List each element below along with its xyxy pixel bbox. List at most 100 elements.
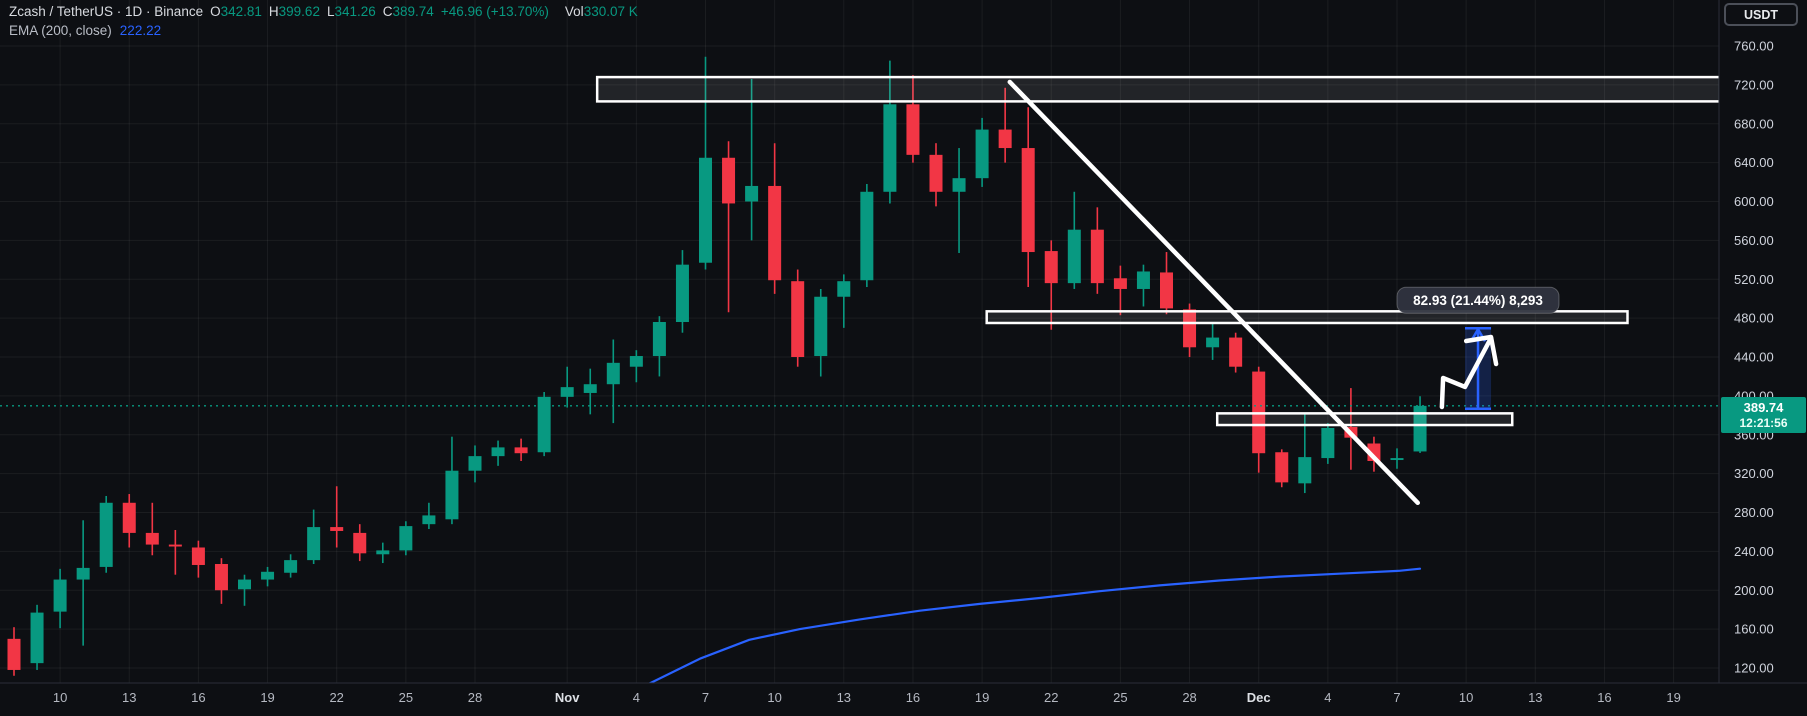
volume-label: Vol (564, 4, 584, 19)
candle-body (606, 362, 620, 385)
candle (675, 250, 689, 333)
high-value: 399.62 (278, 4, 320, 19)
symbol-legend-row: Zcash / TetherUS · 1D · Binance O342.81 H3… (9, 3, 638, 21)
volume-readout: Vol330.07 K (556, 4, 638, 19)
ohlc-low: L341.26 (327, 4, 376, 19)
candle (1113, 265, 1127, 316)
candle-body (261, 571, 275, 580)
candle-body (491, 447, 505, 457)
candle (261, 566, 275, 587)
candle (1160, 252, 1173, 315)
candle (629, 350, 643, 383)
candle-body (699, 157, 712, 263)
candle-body (629, 356, 643, 367)
candle (1390, 448, 1404, 469)
ohlc-high: H399.62 (269, 4, 320, 19)
time-tick-label: 7 (1393, 690, 1400, 705)
candle (791, 269, 805, 367)
open-value: 342.81 (220, 4, 262, 19)
candle (814, 288, 828, 377)
candle (468, 445, 482, 483)
candle (330, 486, 344, 548)
volume-value: 330.07 K (583, 4, 638, 19)
candle-body (1183, 309, 1197, 348)
candle-body (191, 547, 205, 565)
candle-body (1413, 405, 1427, 452)
candle (699, 56, 712, 270)
low-label: L (326, 4, 335, 19)
candle-body (1113, 278, 1127, 289)
price-tick-label: 720.00 (1734, 77, 1774, 92)
candle (1021, 107, 1035, 288)
candle (722, 141, 736, 313)
candle-body (929, 154, 943, 192)
candle-body (214, 564, 228, 591)
candle (768, 143, 782, 294)
indicator-label: EMA (200, close) (9, 23, 112, 38)
time-tick-label: 4 (1324, 690, 1331, 705)
last-price-badge: 389.74 12:21:56 (1721, 397, 1806, 433)
candle (906, 75, 920, 163)
candle-body (1021, 148, 1035, 253)
time-tick-label: 13 (122, 690, 136, 705)
candle-body (583, 384, 597, 393)
resistance-zone-720 (595, 75, 1719, 103)
time-tick-label: 19 (260, 690, 274, 705)
time-tick-label: 25 (399, 690, 413, 705)
currency-toggle-button[interactable]: USDT (1724, 3, 1798, 26)
candle (399, 521, 413, 556)
candle-body (468, 456, 482, 471)
time-tick-label: 22 (329, 690, 343, 705)
candle (122, 494, 136, 548)
candle-body (238, 579, 251, 590)
time-tick-label: 16 (906, 690, 920, 705)
price-axis[interactable]: 120.00160.00200.00240.00280.00320.00360.… (1734, 39, 1774, 676)
measure-label-box (1396, 286, 1560, 314)
time-axis[interactable]: 10 13 16 19 22 25 28 Nov 4 7 10 13 16 19 22 25 28 Dec 4 7 10… (53, 690, 1681, 705)
candle (168, 529, 182, 575)
candle-body (330, 527, 344, 531)
candle (1090, 207, 1104, 294)
candle (307, 509, 321, 565)
time-tick-label: 10 (767, 690, 781, 705)
candle (1229, 332, 1243, 373)
close-label: C (382, 4, 393, 19)
candle-body (122, 502, 136, 533)
candle (145, 502, 159, 556)
candle (860, 184, 874, 288)
time-tick-label: Nov (555, 690, 580, 705)
support-zone-375 (1215, 412, 1514, 427)
price-tick-label: 280.00 (1734, 505, 1774, 520)
candle-body (1090, 229, 1104, 284)
candlestick-series (7, 56, 1427, 676)
price-tick-label: 640.00 (1734, 155, 1774, 170)
candle (238, 574, 251, 606)
high-label: H (268, 4, 279, 19)
candle (191, 540, 205, 578)
candle (1044, 240, 1058, 330)
candle-body (168, 544, 182, 547)
candle (1298, 414, 1312, 494)
plot-area[interactable]: 82.93 (21.44%) 8,293 (0, 0, 1720, 700)
grid-lines (0, 0, 1719, 683)
candle-body (1321, 427, 1335, 459)
change-value: +46.96 (+13.70%) (440, 4, 549, 19)
chart-legend: Zcash / TetherUS · 1D · Binance O342.81 H3… (9, 3, 638, 40)
candle-body (1206, 337, 1220, 348)
time-tick-label: 7 (702, 690, 709, 705)
candle-body (1067, 229, 1081, 284)
candle-body (1044, 251, 1058, 284)
time-tick-label: 22 (1044, 690, 1058, 705)
candle-body (652, 322, 666, 357)
time-tick-label: 16 (191, 690, 205, 705)
candle (214, 558, 228, 604)
time-tick-label: 19 (1666, 690, 1680, 705)
price-tick-label: 160.00 (1734, 622, 1774, 637)
candle (76, 520, 90, 646)
price-tick-label: 680.00 (1734, 116, 1774, 131)
candle (99, 495, 113, 573)
candle (353, 524, 367, 562)
candle-body (560, 387, 574, 397)
